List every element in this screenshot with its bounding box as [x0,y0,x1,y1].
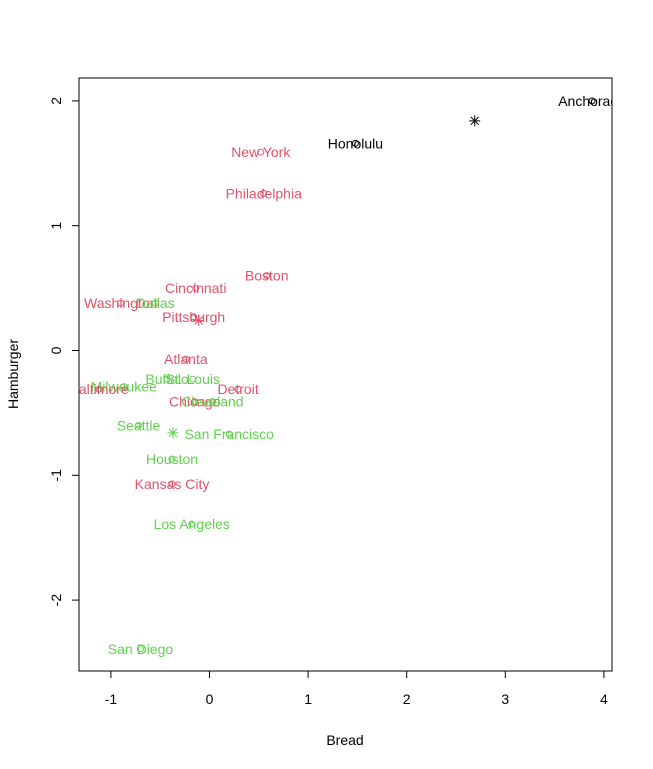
point-label: New York [231,144,291,160]
y-tick-label: -2 [48,594,64,607]
y-tick-label: 0 [48,346,64,354]
data-point [95,385,103,393]
point-label: Baltimore [69,381,128,397]
x-tick-label: 2 [403,691,411,707]
point-label: Boston [245,268,289,284]
data-point [234,385,242,393]
point-label: Cleveland [181,394,243,410]
data-point [163,375,171,383]
x-axis: -1 0 1 2 3 4 [105,670,608,707]
plot-content: Anchorage Honolulu New York Philadelphia Bos… [69,93,626,657]
cluster-center-marker [193,315,205,327]
point-label: Milwaukee [91,379,157,395]
y-axis: -2 -1 0 1 2 [48,97,80,607]
point-label: Kansas City [135,476,210,492]
point-label: Atlanta [164,351,208,367]
point-label: San Diego [108,641,174,657]
point-label: Honolulu [328,135,383,151]
x-tick-label: 4 [600,691,608,707]
data-point [263,272,271,280]
x-tick-label: 3 [501,691,509,707]
point-label: Philadelphia [226,185,302,201]
point-label: St. Louis [165,371,219,387]
point-label: Seattle [117,417,161,433]
data-point [117,299,125,307]
point-label: Los Angeles [154,516,230,532]
cluster-center-marker [167,427,179,439]
y-axis-label: Hamburger [5,339,21,409]
point-label: Cincinnati [165,280,226,296]
point-label: Houston [146,451,198,467]
data-point [192,284,200,292]
x-axis-label: Bread [326,732,363,748]
data-point [257,148,265,156]
x-tick-label: 1 [304,691,312,707]
data-point [190,313,198,321]
data-point [188,520,196,528]
point-label: Detroit [217,381,258,397]
data-point [260,189,268,197]
point-label: Washington [84,295,157,311]
data-point [120,383,128,391]
data-point [151,299,159,307]
data-point [136,645,144,653]
point-label: Dallas [136,295,175,311]
y-tick-label: 1 [48,222,64,230]
point-label: San Francisco [184,426,274,442]
data-point [189,375,197,383]
point-label: Buffalo [145,371,189,387]
data-point [351,139,359,147]
cluster-center-marker [469,115,481,127]
x-tick-label: 0 [206,691,214,707]
y-tick-label: -1 [48,469,64,482]
data-point [182,355,190,363]
point-label: Chicago [169,394,221,410]
y-tick-label: 2 [48,97,64,105]
data-point [135,421,143,429]
data-point [208,398,216,406]
data-point [191,398,199,406]
point-label: Anchorage [558,93,626,109]
data-point [588,97,596,105]
data-point [225,430,233,438]
point-label: Pittsburgh [162,309,225,325]
data-point [168,455,176,463]
data-point [168,480,176,488]
x-tick-label: -1 [105,691,118,707]
